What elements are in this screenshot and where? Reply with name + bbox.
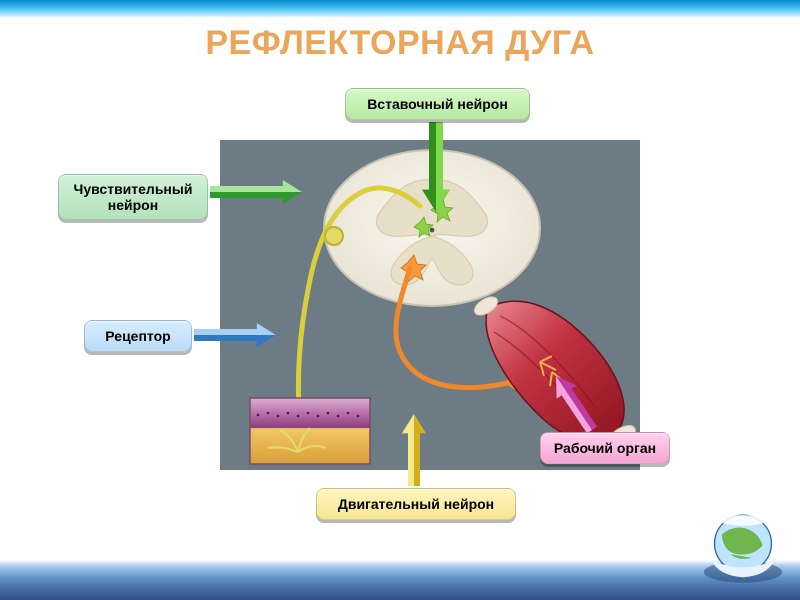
label-text: Рабочий орган [554, 440, 656, 456]
label-sensory: Чувствительный нейрон [58, 174, 208, 220]
page-title: РЕФЛЕКТОРНАЯ ДУГА [0, 24, 800, 63]
label-text: Двигательный нейрон [338, 496, 494, 512]
label-motor: Двигательный нейрон [316, 488, 516, 520]
globe-icon [698, 508, 788, 588]
diagram-panel [220, 140, 640, 470]
top-band [0, 0, 800, 18]
label-text: Вставочный нейрон [367, 96, 508, 112]
label-text: Рецептор [105, 328, 170, 344]
label-receptor: Рецептор [84, 320, 192, 352]
label-interneuron: Вставочный нейрон [345, 88, 530, 120]
label-effector: Рабочий орган [540, 432, 670, 464]
bottom-band [0, 560, 800, 600]
label-text: Чувствительный нейрон [74, 181, 193, 213]
